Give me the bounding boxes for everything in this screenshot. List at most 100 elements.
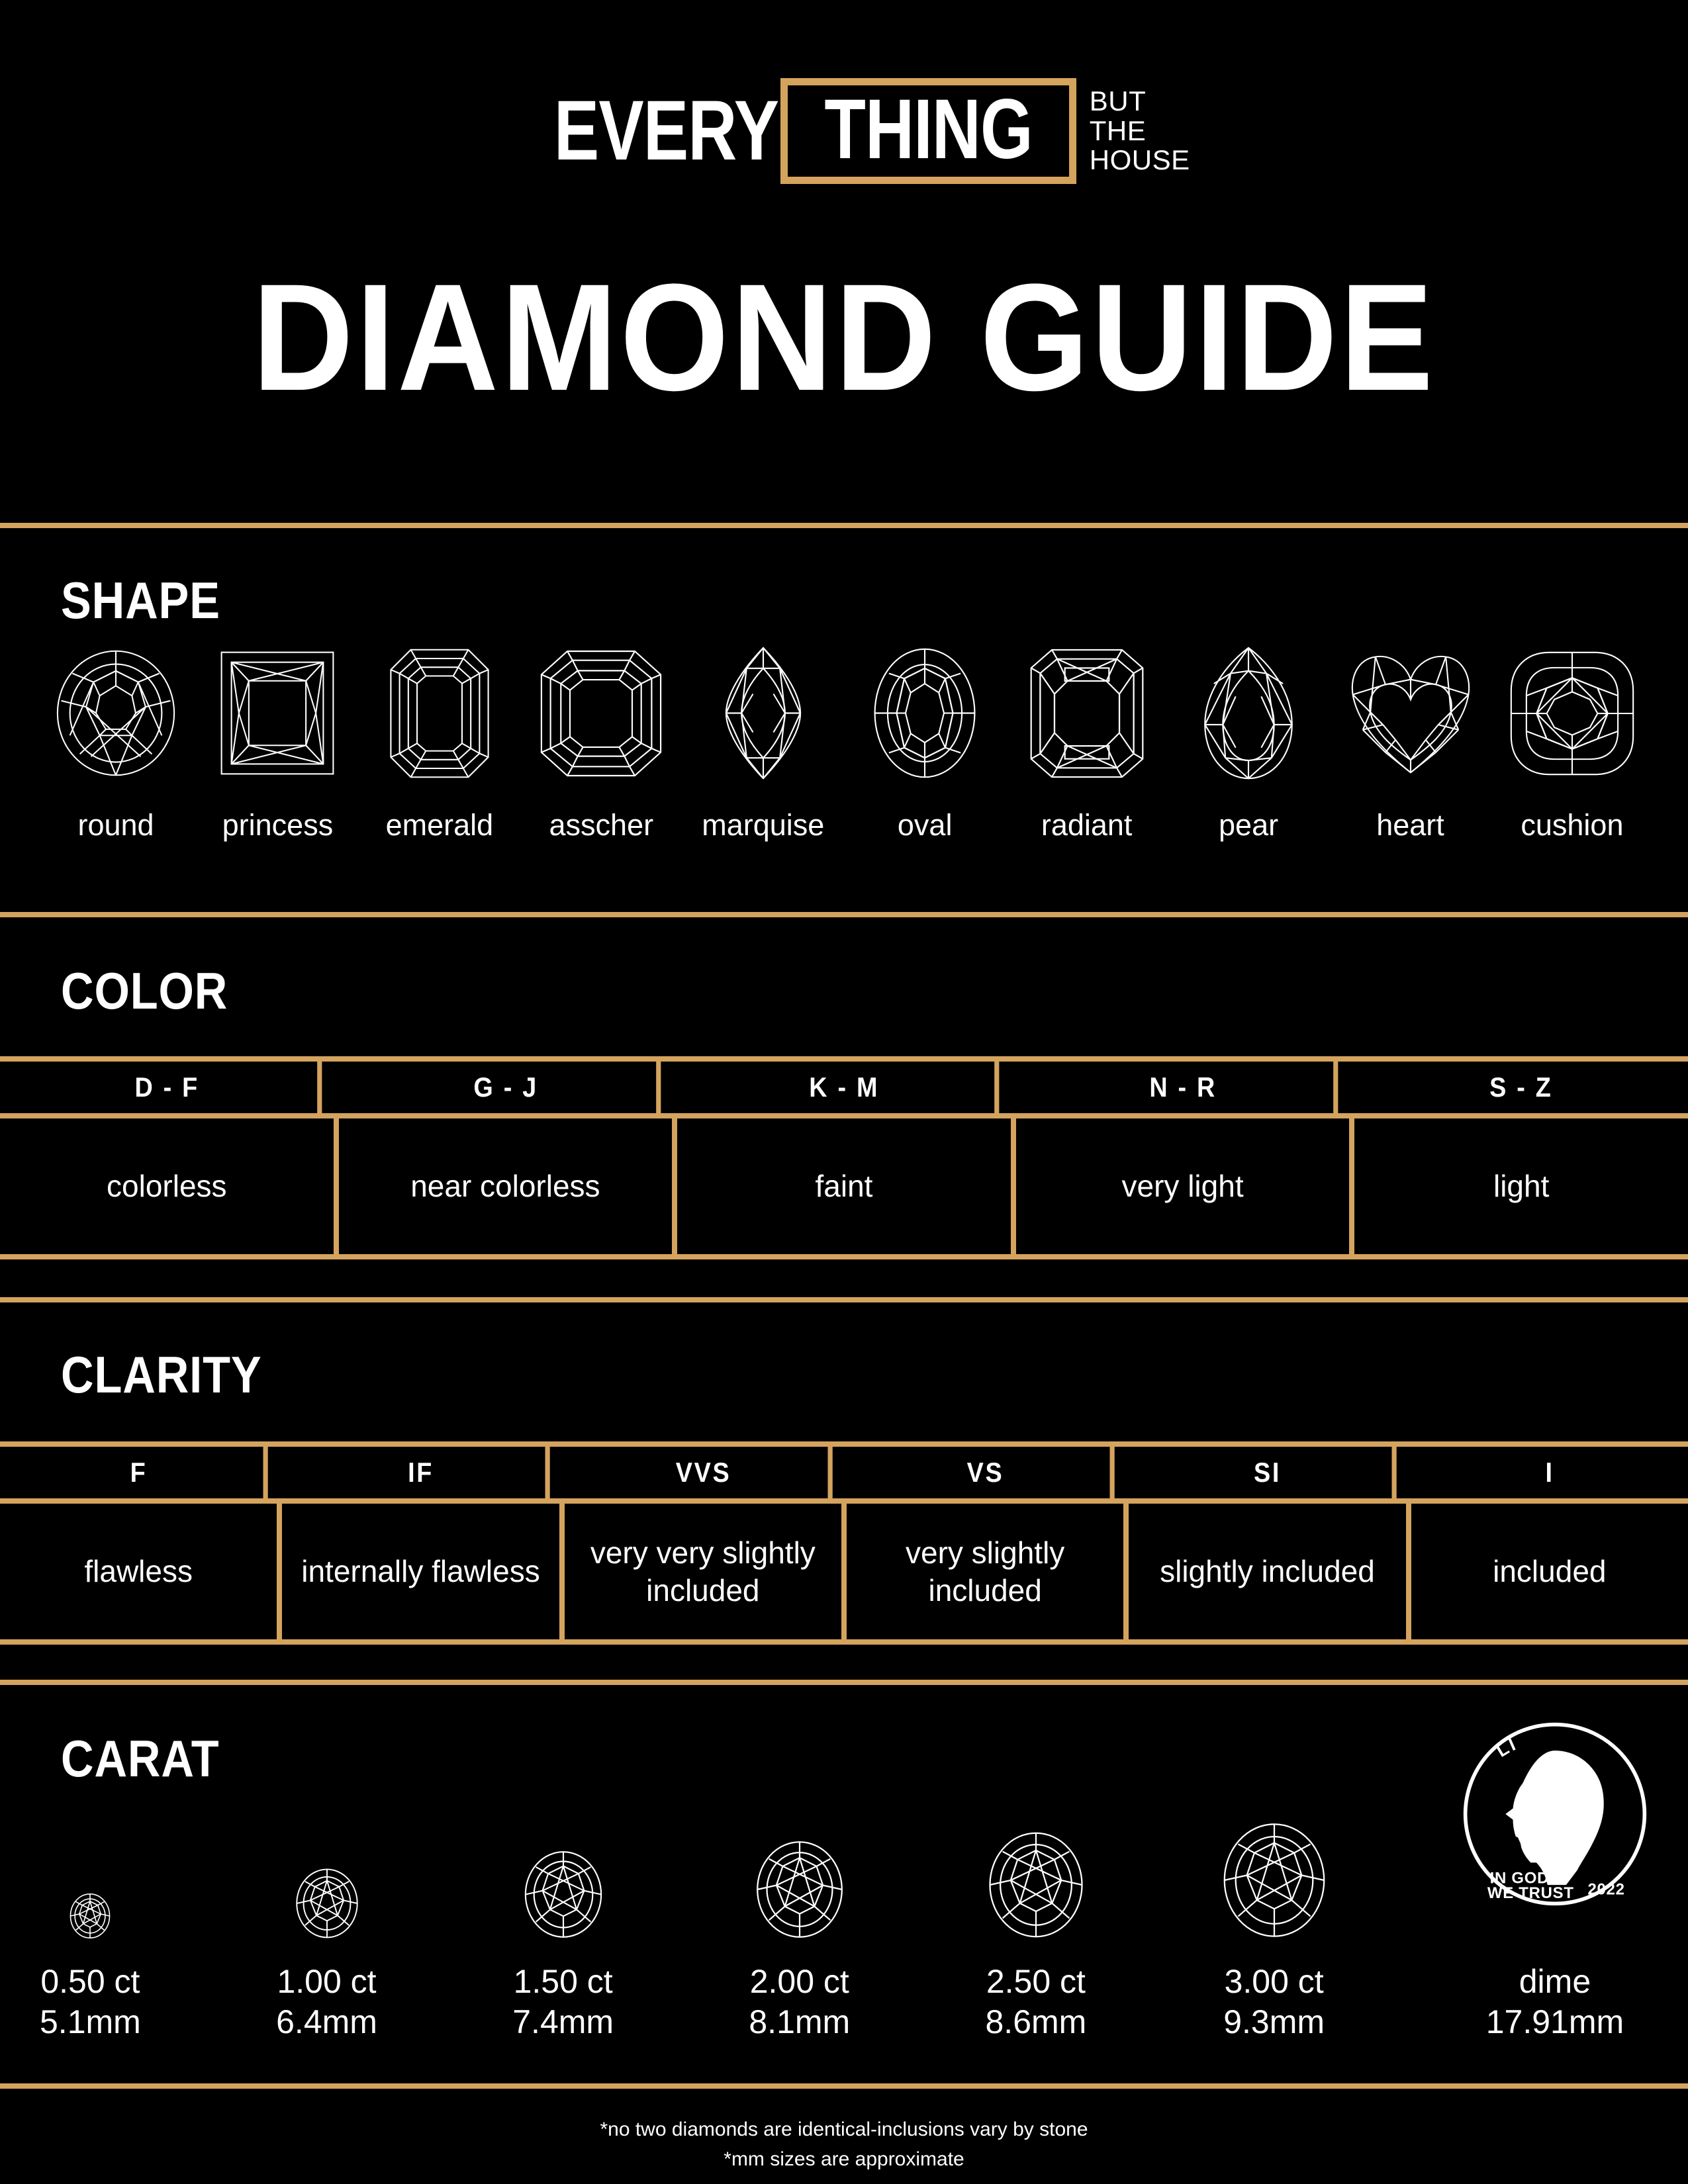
svg-text:2022: 2022 bbox=[1587, 1880, 1624, 1898]
carat-weight: 1.00 ct bbox=[277, 1963, 377, 2000]
clarity-value-cell: slightly included bbox=[1129, 1504, 1411, 1639]
shape-item-radiant: radiant bbox=[1011, 642, 1163, 842]
carat-size: 8.1mm bbox=[749, 2003, 851, 2040]
footnote-line-2: *mm sizes are approximate bbox=[724, 2148, 964, 2170]
clarity-value-cell: included bbox=[1493, 1554, 1607, 1589]
clarity-table-body-row: flawless internally flawless very very s… bbox=[0, 1504, 1688, 1639]
heart-diamond-icon bbox=[1348, 642, 1474, 784]
carat-item-dime: LIBERTY IN GOD WE TRUST 2022 dime 17.91m… bbox=[1454, 1705, 1648, 2042]
carat-weight: 3.00 ct bbox=[1224, 1963, 1324, 2000]
color-table-body-row: colorless near colorless faint very ligh… bbox=[0, 1118, 1688, 1254]
shape-item-marquise: marquise bbox=[687, 642, 839, 842]
svg-text:WE TRUST: WE TRUST bbox=[1487, 1884, 1574, 1902]
logo-tail-text: BUT THE HOUSE bbox=[1090, 87, 1190, 175]
shape-item-round: round bbox=[40, 642, 192, 842]
page-title: DIAMOND GUIDE bbox=[252, 252, 1436, 422]
color-value-cell: very light bbox=[1016, 1118, 1355, 1254]
round-diamond-icon bbox=[53, 642, 179, 784]
brand-logo: EVERY THING BUT THE HOUSE bbox=[0, 78, 1688, 184]
radiant-diamond-icon bbox=[1028, 642, 1146, 784]
footnote-line-1: *no two diamonds are identical-inclusion… bbox=[600, 2118, 1088, 2140]
clarity-value-cell: internally flawless bbox=[282, 1504, 565, 1639]
logo-tail-line-2: THE bbox=[1089, 114, 1147, 146]
shape-label: princess bbox=[222, 808, 334, 842]
section-heading-color: COLOR bbox=[61, 962, 228, 1020]
pear-diamond-icon bbox=[1199, 642, 1298, 784]
shape-item-cushion: cushion bbox=[1496, 642, 1648, 842]
color-header-cell: N - R bbox=[1033, 1062, 1338, 1113]
logo-word-thing: THING bbox=[823, 82, 1033, 177]
shape-label: cushion bbox=[1521, 808, 1624, 842]
logo-tail-line-1: BUT bbox=[1089, 85, 1147, 117]
carat-label: 0.50 ct 5.1mm bbox=[40, 1962, 141, 2042]
section-heading-shape: SHAPE bbox=[61, 571, 220, 629]
shape-label: round bbox=[77, 808, 154, 842]
carat-item-3-00: 3.00 ct 9.3mm bbox=[1222, 1721, 1327, 2042]
shape-item-oval: oval bbox=[849, 642, 1001, 842]
footnotes: *no two diamonds are identical-inclusion… bbox=[0, 2115, 1688, 2174]
color-header-cell: K - M bbox=[694, 1062, 1000, 1113]
section-divider-clarity bbox=[0, 1297, 1688, 1302]
carat-weight: 0.50 ct bbox=[40, 1963, 140, 2000]
shape-label: asscher bbox=[549, 808, 654, 842]
section-heading-carat: CARAT bbox=[61, 1729, 220, 1788]
color-header-cell: G - J bbox=[355, 1062, 661, 1113]
clarity-header-cell: VS bbox=[861, 1447, 1115, 1498]
carat-item-2-50: 2.50 ct 8.6mm bbox=[986, 1721, 1087, 2042]
round-brilliant-icon bbox=[295, 1721, 359, 1939]
clarity-header-cell: SI bbox=[1143, 1447, 1397, 1498]
shape-item-princess: princess bbox=[201, 642, 353, 842]
section-divider-carat bbox=[0, 1680, 1688, 1685]
color-table-header-row: D - F G - J K - M N - R S - Z bbox=[0, 1062, 1688, 1118]
shape-item-pear: pear bbox=[1172, 642, 1325, 842]
carat-size: 8.6mm bbox=[985, 2003, 1087, 2040]
section-divider-footer bbox=[0, 2083, 1688, 2089]
asscher-diamond-icon bbox=[539, 642, 663, 784]
carat-size: 6.4mm bbox=[276, 2003, 377, 2040]
shape-label: heart bbox=[1376, 808, 1444, 842]
color-header-cell: D - F bbox=[17, 1062, 322, 1113]
carat-size: 5.1mm bbox=[40, 2003, 141, 2040]
color-header-cell: S - Z bbox=[1489, 1071, 1553, 1103]
shape-label: marquise bbox=[702, 808, 825, 842]
color-grade-table: D - F G - J K - M N - R S - Z colorless … bbox=[0, 1056, 1688, 1259]
carat-item-2-00: 2.00 ct 8.1mm bbox=[749, 1721, 850, 2042]
carat-label: dime 17.91mm bbox=[1486, 1962, 1624, 2042]
clarity-value-cell: very very slightly included bbox=[565, 1504, 847, 1639]
round-brilliant-icon bbox=[524, 1721, 603, 1939]
color-value-cell: light bbox=[1493, 1169, 1550, 1204]
section-divider-top bbox=[0, 523, 1688, 528]
clarity-header-cell: I bbox=[1545, 1457, 1554, 1488]
shape-item-heart: heart bbox=[1335, 642, 1487, 842]
carat-item-1-50: 1.50 ct 7.4mm bbox=[512, 1721, 614, 2042]
svg-text:LIBERTY: LIBERTY bbox=[1454, 1705, 1521, 1761]
carat-label: 2.50 ct 8.6mm bbox=[986, 1962, 1087, 2042]
clarity-table-header-row: F IF VVS VS SI I bbox=[0, 1447, 1688, 1504]
oval-diamond-icon bbox=[869, 642, 980, 784]
round-brilliant-icon bbox=[988, 1721, 1084, 1939]
carat-weight: 2.50 ct bbox=[986, 1963, 1086, 2000]
carat-size: 7.4mm bbox=[512, 2003, 614, 2040]
dime-coin-icon: LIBERTY IN GOD WE TRUST 2022 bbox=[1454, 1705, 1648, 1939]
section-divider-color bbox=[0, 912, 1688, 917]
clarity-value-cell: flawless bbox=[0, 1504, 283, 1639]
carat-weight: 2.00 ct bbox=[749, 1963, 849, 2000]
emerald-diamond-icon bbox=[387, 642, 492, 784]
section-heading-clarity: CLARITY bbox=[61, 1345, 262, 1404]
shape-label: radiant bbox=[1041, 808, 1133, 842]
clarity-header-cell: IF bbox=[297, 1447, 551, 1498]
shape-item-emerald: emerald bbox=[363, 642, 516, 842]
carat-weight: dime bbox=[1519, 1963, 1591, 2000]
carat-label: 3.00 ct 9.3mm bbox=[1223, 1962, 1325, 2042]
color-value-cell: faint bbox=[677, 1118, 1016, 1254]
cushion-diamond-icon bbox=[1509, 642, 1636, 784]
color-value-cell: colorless bbox=[0, 1118, 339, 1254]
logo-word-every: EVERY bbox=[554, 83, 779, 178]
shape-item-asscher: asscher bbox=[525, 642, 677, 842]
round-brilliant-icon bbox=[1222, 1721, 1327, 1939]
carat-size: 9.3mm bbox=[1223, 2003, 1325, 2040]
shape-label: pear bbox=[1219, 808, 1279, 842]
shape-label: oval bbox=[897, 808, 953, 842]
carat-item-1-00: 1.00 ct 6.4mm bbox=[276, 1721, 377, 2042]
clarity-header-cell: F bbox=[14, 1447, 269, 1498]
